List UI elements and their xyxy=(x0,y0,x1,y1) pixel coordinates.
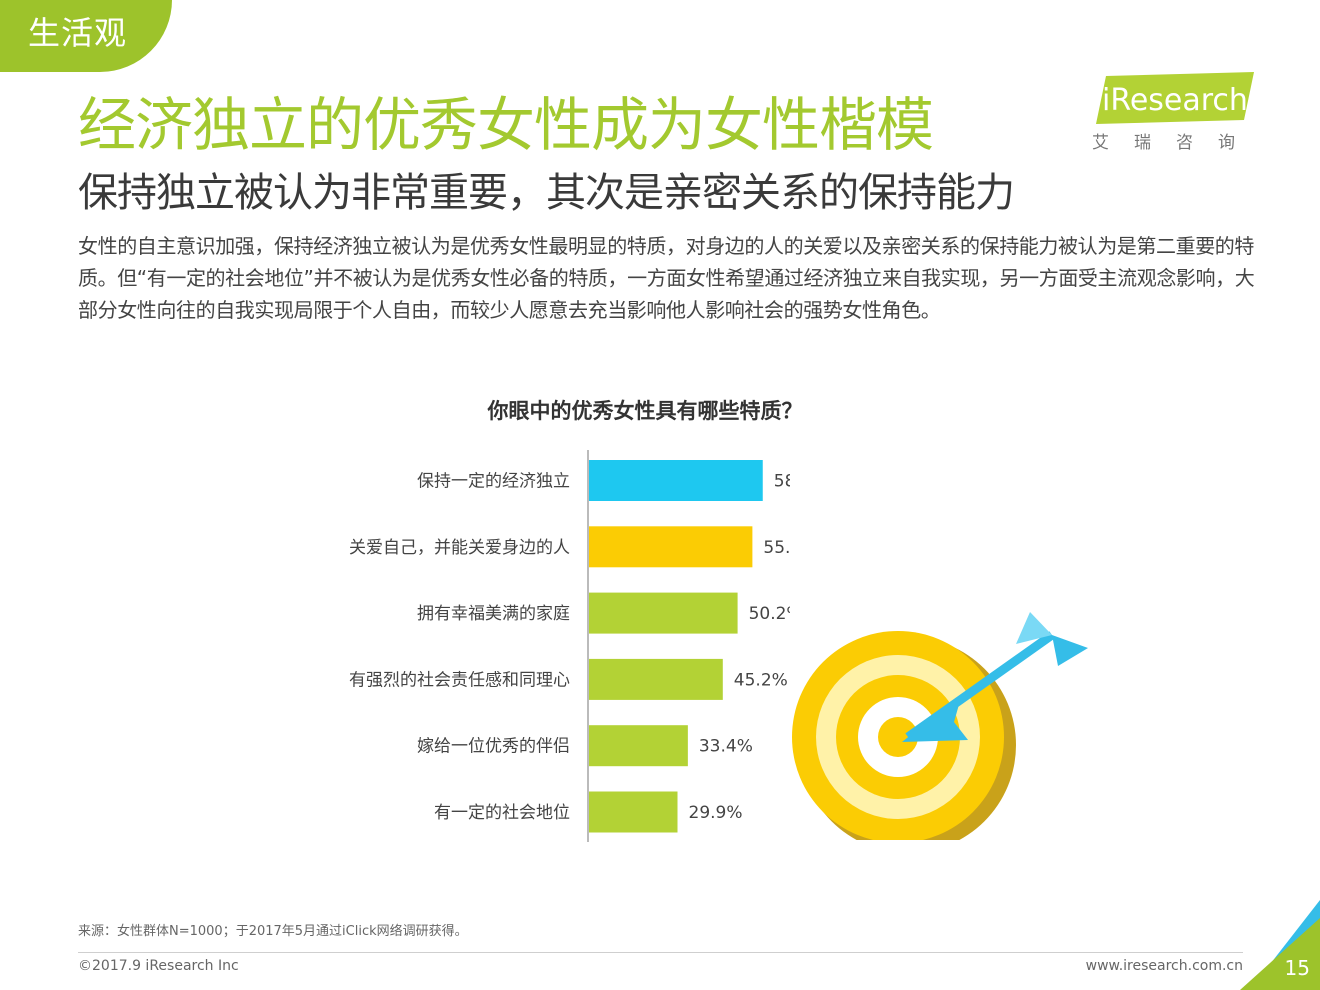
bar-1 xyxy=(589,526,753,568)
bar-2 xyxy=(589,592,738,634)
category-label: 有强烈的社会责任感和同理心 xyxy=(349,670,570,690)
category-label: 嫁给一位优秀的伴侣 xyxy=(417,737,570,757)
description-paragraph: 女性的自主意识加强，保持经济独立被认为是优秀女性最明显的特质，对身边的人的关爱以… xyxy=(78,234,1255,322)
section-tag-label: 生活观 xyxy=(28,14,128,52)
footer-divider xyxy=(78,952,1243,953)
logo-cn-text: 艾瑞咨询 xyxy=(1092,133,1260,153)
value-label: 58.7% xyxy=(774,472,790,492)
bar-chart: 保持一定的经济独立 58.7% 关爱自己，并能关爱身边的人 55.2% 拥有幸福美满的家… xyxy=(349,450,790,842)
value-label: 29.9% xyxy=(689,803,743,823)
page-title: 经济独立的优秀女性成为女性楷模 xyxy=(78,91,934,159)
iresearch-logo: iResearch xyxy=(1096,72,1254,124)
value-label: 33.4% xyxy=(699,737,753,757)
page-number: 15 xyxy=(1284,956,1310,980)
bar-4 xyxy=(589,725,688,767)
chart-title: 你眼中的优秀女性具有哪些特质？ xyxy=(487,399,803,423)
value-label: 55.2% xyxy=(763,538,790,558)
page-subtitle: 保持独立被认为非常重要，其次是亲密关系的保持能力 xyxy=(78,170,1015,216)
category-label: 保持一定的经济独立 xyxy=(417,472,570,492)
target-arrow-icon xyxy=(792,612,1088,840)
value-label: 50.2% xyxy=(749,604,790,624)
corner-decoration xyxy=(1240,900,1320,990)
bar-0 xyxy=(589,460,763,501)
copyright-text: ©2017.9 iResearch Inc xyxy=(78,958,239,974)
category-label: 有一定的社会地位 xyxy=(434,803,570,823)
source-note: 来源：女性群体N=1000；于2017年5月通过iClick网络调研获得。 xyxy=(78,924,468,939)
category-label: 关爱自己，并能关爱身边的人 xyxy=(349,538,570,558)
logo-brand-text: iResearch xyxy=(1102,83,1248,118)
section-tag: 生活观 xyxy=(0,0,172,72)
website-link[interactable]: www.iresearch.com.cn xyxy=(1085,958,1243,974)
bar-3 xyxy=(589,658,723,700)
category-label: 拥有幸福美满的家庭 xyxy=(417,604,570,624)
value-label: 45.2% xyxy=(734,670,788,690)
bar-5 xyxy=(589,791,678,833)
